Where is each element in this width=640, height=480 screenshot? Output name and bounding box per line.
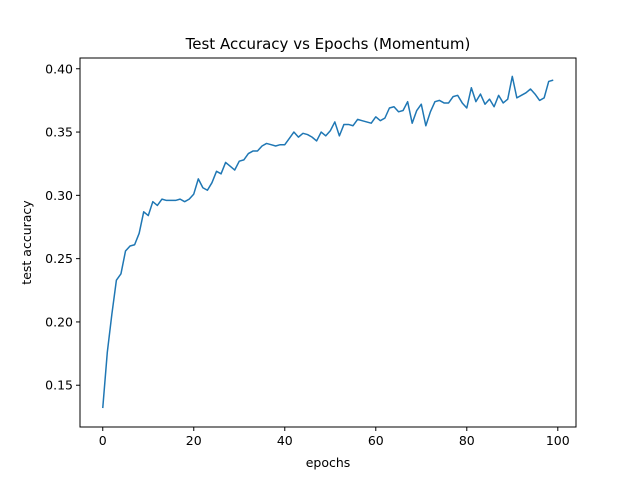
x-tick-label: 20 bbox=[186, 433, 202, 448]
x-axis-label: epochs bbox=[306, 455, 351, 470]
y-tick-label: 0.35 bbox=[45, 125, 73, 140]
x-axis: 0 20 40 60 80 100 bbox=[99, 427, 570, 448]
y-tick-label: 0.30 bbox=[45, 188, 73, 203]
x-tick-label: 0 bbox=[99, 433, 107, 448]
y-axis-label: test accuracy bbox=[19, 200, 34, 285]
x-tick-label: 80 bbox=[459, 433, 475, 448]
x-tick-label: 40 bbox=[277, 433, 293, 448]
x-tick-label: 100 bbox=[546, 433, 570, 448]
x-tick-label: 60 bbox=[368, 433, 384, 448]
y-tick-label: 0.25 bbox=[45, 251, 73, 266]
series-layer bbox=[102, 75, 554, 409]
y-tick-label: 0.40 bbox=[45, 61, 73, 76]
chart-title: Test Accuracy vs Epochs (Momentum) bbox=[185, 35, 471, 53]
plot-frame bbox=[79, 57, 577, 428]
y-axis: 0.15 0.20 0.25 0.30 0.35 0.40 bbox=[45, 61, 80, 393]
y-tick-label: 0.15 bbox=[45, 378, 73, 393]
y-tick-label: 0.20 bbox=[45, 314, 73, 329]
series-line-0 bbox=[102, 75, 554, 409]
